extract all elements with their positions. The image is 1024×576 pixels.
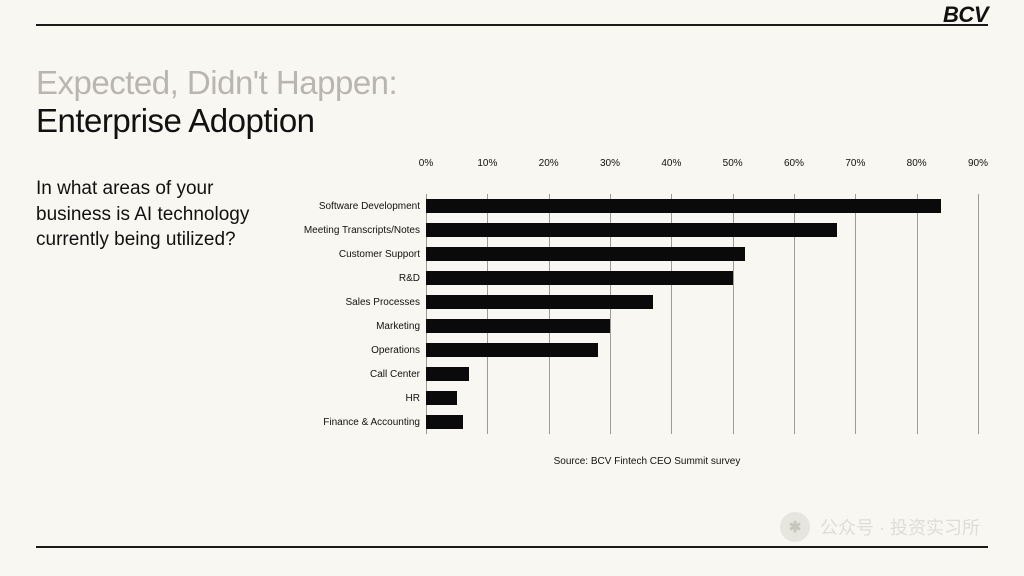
- survey-question: In what areas of your business is AI tec…: [36, 176, 266, 467]
- x-axis-labels: 0%10%20%30%40%50%60%70%80%90%: [426, 158, 978, 172]
- gridline: [978, 194, 979, 434]
- category-label: Marketing: [302, 321, 420, 332]
- bar: [426, 343, 598, 357]
- bar: [426, 199, 941, 213]
- bar: [426, 367, 469, 381]
- category-label: Customer Support: [302, 249, 420, 260]
- chart-row: Software Development: [426, 199, 978, 213]
- x-tick-label: 0%: [419, 158, 433, 169]
- x-tick-label: 30%: [600, 158, 620, 169]
- x-tick-label: 90%: [968, 158, 988, 169]
- bar-chart: Software Development Meeting Transcripts/…: [306, 194, 988, 434]
- slide-subtitle: Expected, Didn't Happen:: [36, 64, 988, 102]
- x-tick-label: 70%: [845, 158, 865, 169]
- top-rule: BCV: [36, 24, 988, 26]
- category-label: HR: [302, 393, 420, 404]
- chart-row: Finance & Accounting: [426, 415, 978, 429]
- x-tick-label: 20%: [539, 158, 559, 169]
- bar: [426, 247, 745, 261]
- chart-row: Customer Support: [426, 247, 978, 261]
- category-label: Sales Processes: [302, 297, 420, 308]
- category-label: Call Center: [302, 369, 420, 380]
- watermark-label: 公众号 · 投资实习所: [820, 514, 980, 540]
- bar: [426, 319, 610, 333]
- content-row: In what areas of your business is AI tec…: [36, 176, 988, 467]
- title-block: Expected, Didn't Happen: Enterprise Adop…: [36, 64, 988, 140]
- x-tick-label: 80%: [907, 158, 927, 169]
- category-label: Operations: [302, 345, 420, 356]
- category-label: R&D: [302, 273, 420, 284]
- x-tick-label: 50%: [723, 158, 743, 169]
- category-label: Software Development: [302, 201, 420, 212]
- chart-source: Source: BCV Fintech CEO Summit survey: [306, 456, 988, 467]
- x-tick-label: 10%: [477, 158, 497, 169]
- bar: [426, 415, 463, 429]
- category-label: Meeting Transcripts/Notes: [302, 225, 420, 236]
- bar: [426, 295, 653, 309]
- bar: [426, 271, 733, 285]
- chart-container: 0%10%20%30%40%50%60%70%80%90% Software D…: [306, 176, 988, 467]
- slide: BCV Expected, Didn't Happen: Enterprise …: [0, 0, 1024, 576]
- bar: [426, 223, 837, 237]
- chart-row: Meeting Transcripts/Notes: [426, 223, 978, 237]
- chart-row: HR: [426, 391, 978, 405]
- chart-row: Sales Processes: [426, 295, 978, 309]
- chart-row: Operations: [426, 343, 978, 357]
- brand-logo: BCV: [943, 2, 988, 28]
- wechat-icon: ✱: [780, 512, 810, 542]
- x-tick-label: 40%: [661, 158, 681, 169]
- category-label: Finance & Accounting: [302, 417, 420, 428]
- slide-title: Enterprise Adoption: [36, 102, 988, 140]
- x-tick-label: 60%: [784, 158, 804, 169]
- chart-row: Call Center: [426, 367, 978, 381]
- plot-area: Software Development Meeting Transcripts/…: [426, 194, 978, 434]
- chart-row: R&D: [426, 271, 978, 285]
- bar: [426, 391, 457, 405]
- chart-row: Marketing: [426, 319, 978, 333]
- watermark: ✱ 公众号 · 投资实习所: [780, 512, 980, 542]
- bottom-rule: [36, 546, 988, 548]
